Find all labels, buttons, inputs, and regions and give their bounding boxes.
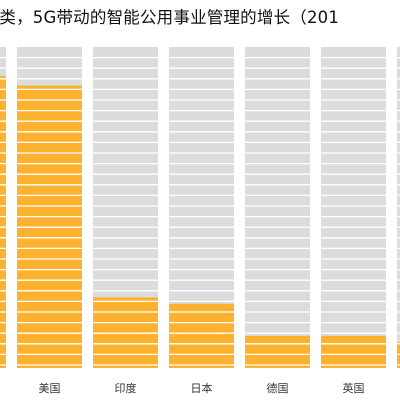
bar-column-2: 印度 bbox=[93, 47, 158, 395]
bar-column-6 bbox=[397, 47, 400, 368]
x-tick-label: 德国 bbox=[267, 381, 289, 395]
x-tick-label: 日本 bbox=[191, 381, 213, 395]
x-tick-label: 印度 bbox=[115, 381, 137, 395]
x-tick-label: 美国 bbox=[39, 382, 61, 395]
bar bbox=[321, 335, 386, 368]
bar-column-5: 英国 bbox=[321, 47, 386, 395]
bar-column-1: 美国 bbox=[17, 47, 82, 395]
chart-title: 别分类，5G带动的智能公用事业管理的增长（201 bbox=[0, 8, 340, 27]
bar-column-0 bbox=[0, 47, 6, 368]
x-tick-label: 英国 bbox=[343, 381, 365, 395]
bar bbox=[245, 335, 310, 368]
bar bbox=[397, 342, 400, 368]
bar-track bbox=[245, 47, 310, 368]
bar-track bbox=[321, 47, 386, 368]
bar bbox=[169, 303, 234, 368]
bar-track bbox=[397, 47, 400, 368]
bar-column-3: 日本 bbox=[169, 47, 234, 395]
bar-column-4: 德国 bbox=[245, 47, 310, 395]
bar bbox=[0, 75, 6, 368]
